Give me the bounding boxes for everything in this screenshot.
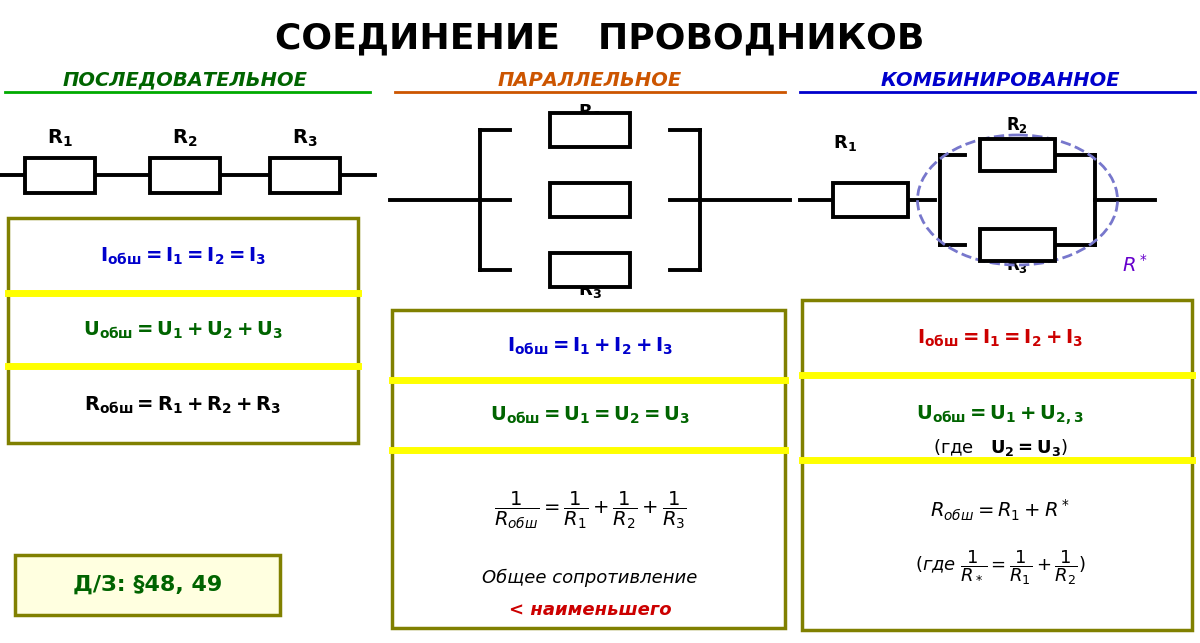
Text: $R^*$: $R^*$	[1122, 254, 1148, 276]
Text: $\mathbf{I_{обш}= I_1 = I_2 +I_3}$: $\mathbf{I_{обш}= I_1 = I_2 +I_3}$	[917, 327, 1084, 349]
Text: $\mathbf{R_3}$: $\mathbf{R_3}$	[578, 280, 602, 300]
Text: Общее сопротивление: Общее сопротивление	[482, 569, 697, 587]
Text: $(где\ \dfrac{1}{R_*} = \dfrac{1}{R_1} + \dfrac{1}{R_2})$: $(где\ \dfrac{1}{R_*} = \dfrac{1}{R_1} +…	[914, 548, 1085, 587]
Bar	[150, 158, 220, 192]
Bar	[550, 253, 630, 287]
Text: $\mathbf{R_3}$: $\mathbf{R_3}$	[292, 127, 318, 149]
Text: $\mathbf{U_{обш}=U_1+U_{2,3}}$: $\mathbf{U_{обш}=U_1+U_{2,3}}$	[916, 403, 1084, 426]
Bar	[270, 158, 340, 192]
Text: $\mathbf{R_1}$: $\mathbf{R_1}$	[833, 133, 857, 153]
Text: (где   $\mathbf{U_2 = U_3}$): (где $\mathbf{U_2 = U_3}$)	[932, 437, 1068, 458]
Bar	[14, 555, 280, 615]
Text: $\mathbf{R_3}$: $\mathbf{R_3}$	[1006, 255, 1028, 275]
Text: $\mathbf{I_{обш}= I_1 + I_2 + I_3}$: $\mathbf{I_{обш}= I_1 + I_2 + I_3}$	[506, 336, 673, 357]
Text: $\mathbf{R_{обш}=R_1+R_2+R_3}$: $\mathbf{R_{обш}=R_1+R_2+R_3}$	[84, 394, 282, 415]
Text: $\mathbf{I_{обш}= I_1 = I_2 = I_3}$: $\mathbf{I_{обш}= I_1 = I_2 = I_3}$	[100, 246, 266, 267]
Text: $\mathbf{R_2}$: $\mathbf{R_2}$	[173, 127, 198, 149]
Bar	[8, 218, 358, 443]
Text: $R_{обш} = R_1 + R^*$: $R_{обш} = R_1 + R^*$	[930, 498, 1070, 523]
Bar	[392, 310, 785, 628]
Text: $\mathbf{R_1}$: $\mathbf{R_1}$	[578, 102, 602, 122]
Text: $\mathbf{R_2}$: $\mathbf{R_2}$	[578, 190, 602, 210]
Text: < наименьшего: < наименьшего	[509, 601, 671, 619]
Bar	[979, 229, 1055, 261]
Text: $\mathbf{U_{обш}= U_1= U_2 = U_3}$: $\mathbf{U_{обш}= U_1= U_2 = U_3}$	[490, 404, 690, 426]
Text: $\mathbf{R_2}$: $\mathbf{R_2}$	[1006, 115, 1028, 135]
Bar	[833, 183, 907, 217]
Text: ПАРАЛЛЕЛЬНОЕ: ПАРАЛЛЕЛЬНОЕ	[498, 71, 682, 89]
Bar	[25, 158, 95, 192]
Text: ПОСЛЕДОВАТЕЛЬНОЕ: ПОСЛЕДОВАТЕЛЬНОЕ	[62, 71, 307, 89]
Text: $\mathbf{R_1}$: $\mathbf{R_1}$	[47, 127, 73, 149]
Bar	[550, 183, 630, 217]
Text: СОЕДИНЕНИЕ   ПРОВОДНИКОВ: СОЕДИНЕНИЕ ПРОВОДНИКОВ	[275, 21, 925, 55]
Bar	[550, 113, 630, 147]
Text: КОМБИНИРОВАННОЕ: КОМБИНИРОВАННОЕ	[880, 71, 1120, 89]
Text: Д/З: §48, 49: Д/З: §48, 49	[73, 575, 223, 595]
Bar	[979, 139, 1055, 171]
Text: $\dfrac{1}{R_{обш}} = \dfrac{1}{R_1} + \dfrac{1}{R_2} + \dfrac{1}{R_3}$: $\dfrac{1}{R_{обш}} = \dfrac{1}{R_1} + \…	[493, 489, 686, 530]
Text: $\mathbf{U_{обш}=U_1+U_2+U_3}$: $\mathbf{U_{обш}=U_1+U_2+U_3}$	[83, 320, 283, 341]
Bar	[802, 300, 1192, 630]
